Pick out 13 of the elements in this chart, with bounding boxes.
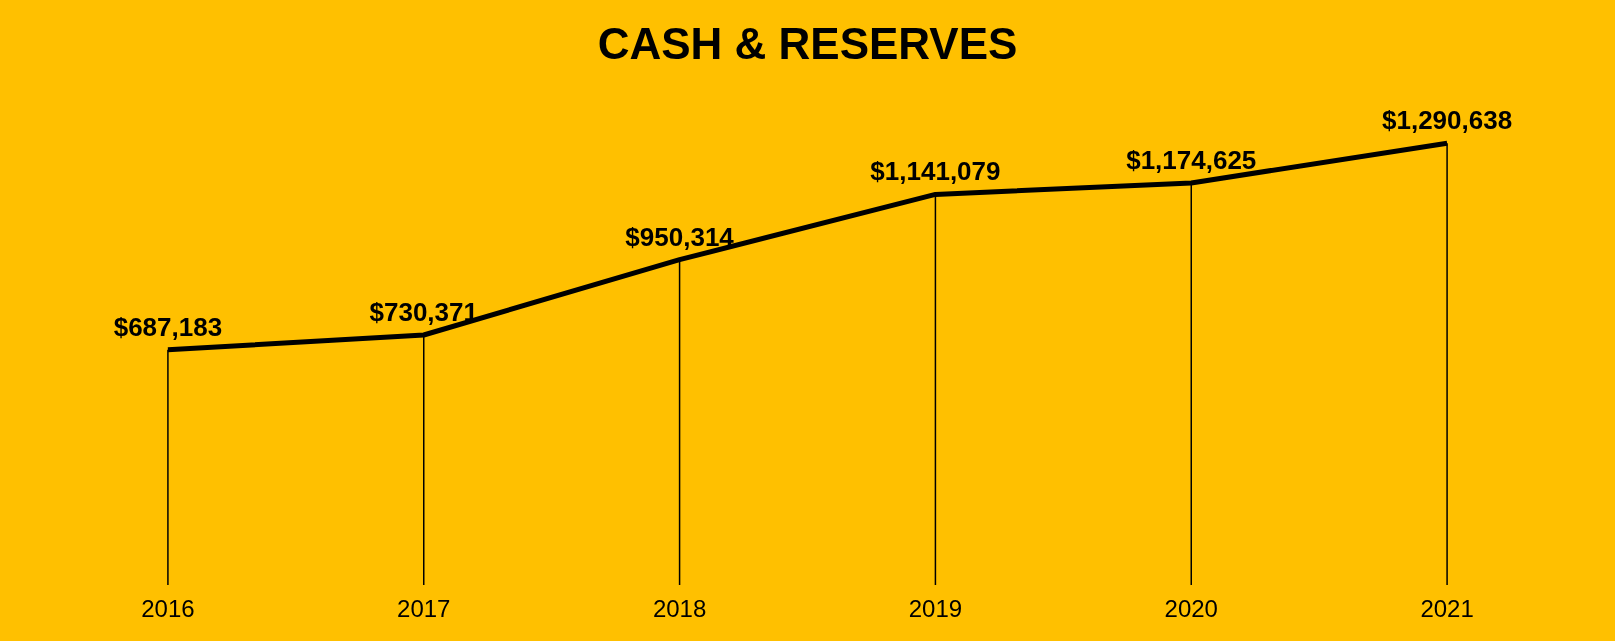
x-tick-label: 2020 bbox=[1164, 594, 1218, 622]
chart-title: CASH & RESERVES bbox=[597, 19, 1018, 69]
data-label: $1,141,079 bbox=[870, 156, 1001, 187]
x-tick-label: 2021 bbox=[1420, 594, 1474, 622]
x-tick-label: 2016 bbox=[141, 594, 195, 622]
x-tick-label: 2019 bbox=[908, 594, 963, 622]
data-label: $687,183 bbox=[113, 311, 223, 342]
data-label: $1,174,625 bbox=[1126, 144, 1257, 175]
data-label: $950,314 bbox=[625, 221, 735, 252]
data-label: $730,371 bbox=[369, 296, 478, 327]
data-label: $1,290,638 bbox=[1382, 105, 1513, 136]
x-tick-label: 2018 bbox=[652, 594, 707, 622]
x-tick-label: 2017 bbox=[397, 594, 451, 622]
